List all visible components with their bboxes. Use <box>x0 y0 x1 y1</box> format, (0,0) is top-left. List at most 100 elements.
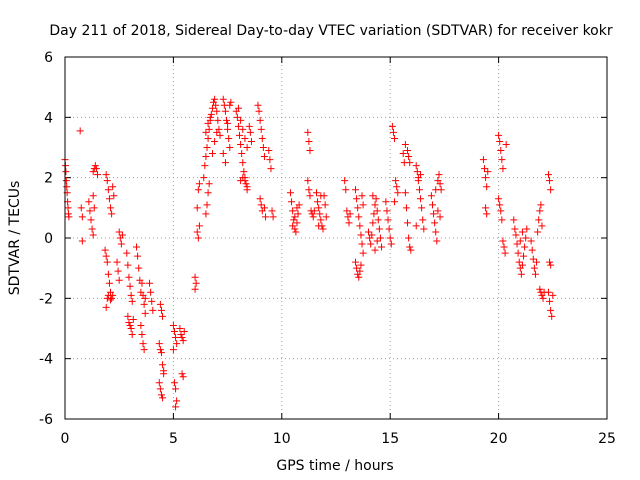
data-point <box>127 291 135 299</box>
data-point <box>90 204 98 212</box>
data-point <box>369 192 377 200</box>
data-point <box>352 186 360 194</box>
data-point <box>178 334 186 342</box>
data-point <box>259 144 267 151</box>
data-point <box>498 156 506 164</box>
data-point <box>203 144 211 151</box>
data-point <box>544 171 552 179</box>
data-point <box>294 210 302 218</box>
data-point <box>126 321 134 329</box>
data-point <box>527 237 535 245</box>
data-point <box>387 240 395 248</box>
data-point <box>101 246 109 254</box>
data-point <box>78 237 86 245</box>
data-point <box>262 213 270 221</box>
data-point <box>243 186 251 194</box>
data-point <box>432 228 440 236</box>
data-point <box>354 204 362 212</box>
data-point <box>78 213 86 221</box>
data-point <box>157 349 165 357</box>
data-point <box>201 162 209 170</box>
data-point <box>404 147 412 155</box>
data-point <box>482 204 490 212</box>
data-point <box>357 261 365 269</box>
data-point <box>538 222 546 230</box>
data-point <box>110 192 118 200</box>
data-point <box>288 198 296 206</box>
data-point <box>157 306 165 314</box>
data-point <box>286 189 294 197</box>
data-point <box>356 267 364 275</box>
data-point <box>356 222 364 230</box>
data-point <box>341 177 349 185</box>
data-point <box>172 403 180 411</box>
data-point <box>255 107 263 115</box>
data-point <box>118 231 126 239</box>
data-point <box>258 134 266 142</box>
data-point <box>219 95 227 103</box>
data-point <box>126 282 134 290</box>
data-point <box>393 183 401 191</box>
data-point <box>321 201 329 209</box>
data-point <box>115 228 123 236</box>
data-point <box>306 147 314 155</box>
data-point <box>312 189 320 197</box>
data-point <box>499 237 507 245</box>
data-point <box>404 219 412 227</box>
data-point <box>510 216 518 224</box>
data-point <box>191 273 199 281</box>
data-point <box>105 279 113 287</box>
data-point <box>419 216 427 224</box>
y-tick-label: -2 <box>39 291 53 307</box>
data-point <box>531 270 539 278</box>
data-point <box>536 207 544 215</box>
data-point <box>200 174 208 182</box>
data-point <box>407 246 415 254</box>
data-point <box>405 234 413 242</box>
data-point <box>496 201 504 209</box>
data-point <box>291 213 299 221</box>
data-point <box>481 165 489 173</box>
data-point <box>520 252 528 260</box>
data-point <box>515 258 523 266</box>
data-point <box>179 337 187 345</box>
data-point <box>147 288 155 296</box>
data-point <box>138 279 146 287</box>
data-point <box>549 291 557 299</box>
data-point <box>374 216 382 224</box>
data-point <box>89 231 97 239</box>
data-point <box>62 177 70 185</box>
data-point <box>86 207 94 215</box>
data-point <box>65 213 73 221</box>
data-point <box>102 171 110 179</box>
data-point <box>219 150 227 158</box>
data-point <box>355 273 363 281</box>
data-point <box>240 168 248 176</box>
data-point <box>304 128 312 136</box>
data-point <box>221 107 229 115</box>
data-point <box>536 285 544 293</box>
data-point <box>91 162 99 170</box>
data-point <box>322 213 330 221</box>
data-point <box>496 137 504 145</box>
data-point <box>514 249 522 257</box>
data-point <box>523 225 531 233</box>
data-point <box>343 207 351 215</box>
data-point <box>236 131 244 139</box>
data-point <box>223 116 231 124</box>
data-point <box>497 147 505 155</box>
data-point <box>370 210 378 218</box>
data-point <box>500 243 508 251</box>
data-point <box>483 210 491 218</box>
data-point <box>225 134 233 142</box>
data-point <box>256 195 264 203</box>
data-point <box>359 249 367 257</box>
data-point <box>170 328 178 336</box>
data-point <box>372 195 380 203</box>
data-point <box>420 225 428 233</box>
data-point <box>62 168 70 176</box>
data-point <box>498 216 506 224</box>
data-point <box>358 192 366 200</box>
data-point <box>226 101 234 109</box>
data-point <box>114 267 122 275</box>
